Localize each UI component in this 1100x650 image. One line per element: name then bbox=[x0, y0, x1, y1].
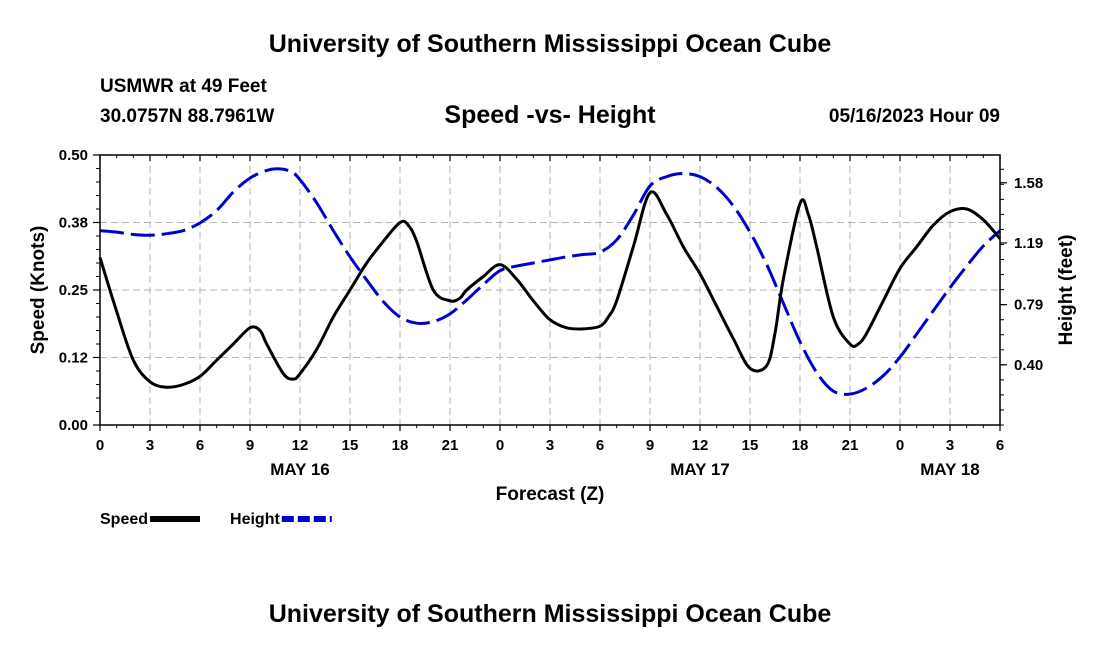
y2-tick-label: 0.79 bbox=[1014, 297, 1043, 314]
x-tick-label: 3 bbox=[146, 437, 154, 454]
legend-label-height: Height bbox=[230, 511, 280, 528]
axis-ticks bbox=[93, 154, 1007, 431]
y1-tick-label: 0.00 bbox=[59, 417, 88, 434]
x-tick-label: 3 bbox=[546, 437, 554, 454]
chart-main-title: University of Southern Mississippi Ocean… bbox=[268, 30, 832, 58]
legend-label-speed: Speed bbox=[100, 511, 148, 528]
series-lines bbox=[98, 167, 1002, 396]
x-tick-label: 12 bbox=[292, 437, 309, 454]
speed-height-chart: 0 3 6 9 12 15 18 21 0 3 6 9 12 15 18 21 0 3 6 0.00 0.12 0.25 0… bbox=[28, 147, 1077, 528]
y2-tick-label: 0.40 bbox=[1014, 357, 1043, 374]
footer-title: University of Southern Mississippi Ocean… bbox=[268, 600, 832, 628]
y1-axis-title: Speed (Knots) bbox=[28, 226, 49, 355]
x-tick-label: 6 bbox=[196, 437, 204, 454]
axis-labels: 0 3 6 9 12 15 18 21 0 3 6 9 12 15 18 21 0 3 6 0.00 0.12 0.25 0… bbox=[28, 147, 1077, 505]
x-tick-label: 9 bbox=[646, 437, 654, 454]
x-tick-label: 6 bbox=[996, 437, 1004, 454]
x-tick-label: 0 bbox=[496, 437, 504, 454]
x-date-label: MAY 17 bbox=[670, 460, 730, 479]
x-tick-label: 3 bbox=[946, 437, 954, 454]
x-tick-label: 21 bbox=[442, 437, 459, 454]
x-tick-label: 15 bbox=[342, 437, 359, 454]
y1-tick-label: 0.38 bbox=[59, 215, 88, 232]
x-tick-label: 18 bbox=[392, 437, 409, 454]
series-line-height bbox=[99, 167, 1002, 396]
legend: Speed Height bbox=[100, 511, 332, 528]
y1-tick-label: 0.12 bbox=[59, 350, 88, 367]
x-date-label: MAY 18 bbox=[920, 460, 980, 479]
coordinates-label: 30.0757N 88.7961W bbox=[100, 106, 275, 127]
x-tick-label: 6 bbox=[596, 437, 604, 454]
grid-lines bbox=[100, 155, 1000, 425]
x-tick-label: 21 bbox=[842, 437, 859, 454]
x-tick-label: 9 bbox=[246, 437, 254, 454]
y1-tick-label: 0.50 bbox=[59, 147, 88, 164]
x-tick-label: 0 bbox=[96, 437, 104, 454]
y2-tick-label: 1.19 bbox=[1014, 235, 1043, 252]
y1-tick-label: 0.25 bbox=[59, 282, 88, 299]
x-date-label: MAY 16 bbox=[270, 460, 330, 479]
forecast-datetime: 05/16/2023 Hour 09 bbox=[828, 106, 1000, 127]
x-tick-label: 12 bbox=[692, 437, 709, 454]
station-label: USMWR at 49 Feet bbox=[100, 76, 267, 97]
x-axis-title: Forecast (Z) bbox=[496, 484, 605, 505]
y2-tick-label: 1.58 bbox=[1014, 175, 1043, 192]
x-tick-label: 15 bbox=[742, 437, 759, 454]
x-tick-label: 18 bbox=[792, 437, 809, 454]
x-tick-label: 0 bbox=[896, 437, 904, 454]
chart-subtitle: Speed -vs- Height bbox=[444, 101, 656, 129]
series-line-speed bbox=[98, 190, 1002, 389]
y2-axis-title: Height (feet) bbox=[1056, 235, 1077, 346]
